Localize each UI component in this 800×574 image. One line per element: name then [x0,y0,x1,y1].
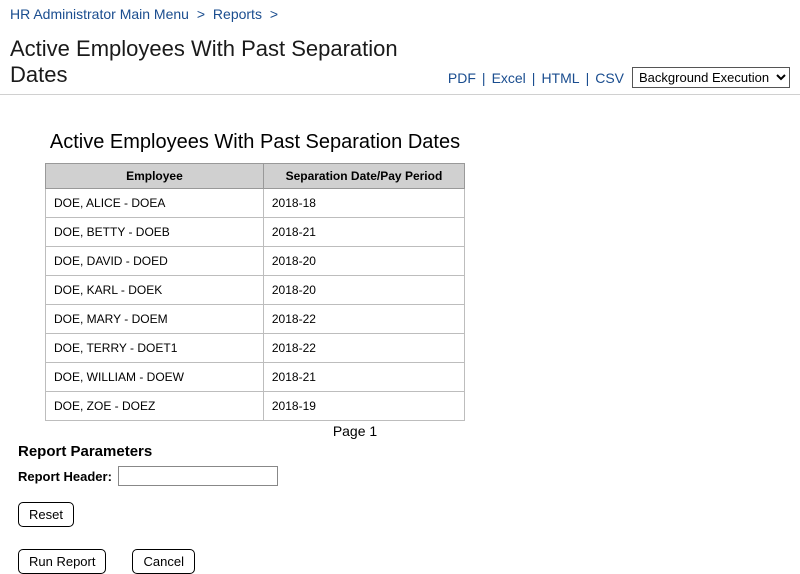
breadcrumb-separator: > [270,6,278,22]
pipe: | [586,70,590,86]
table-cell: 2018-20 [263,276,464,305]
params-heading: Report Parameters [18,443,800,460]
export-pdf-link[interactable]: PDF [448,70,476,86]
table-cell: 2018-18 [263,189,464,218]
report-area: Active Employees With Past Separation Da… [45,130,465,439]
cancel-button[interactable]: Cancel [132,549,194,574]
export-excel-link[interactable]: Excel [492,70,526,86]
table-cell: 2018-20 [263,247,464,276]
table-cell: 2018-22 [263,334,464,363]
table-cell: 2018-22 [263,305,464,334]
table-cell: DOE, KARL - DOEK [46,276,264,305]
table-row: DOE, TERRY - DOET12018-22 [46,334,465,363]
table-row: DOE, WILLIAM - DOEW2018-21 [46,363,465,392]
button-row-reset: Reset [18,502,800,527]
export-html-link[interactable]: HTML [541,70,579,86]
pipe: | [482,70,486,86]
table-cell: DOE, BETTY - DOEB [46,218,264,247]
breadcrumb-item-main[interactable]: HR Administrator Main Menu [10,6,189,22]
table-cell: DOE, MARY - DOEM [46,305,264,334]
table-row: DOE, ZOE - DOEZ2018-19 [46,392,465,421]
param-row-header: Report Header: [18,466,800,486]
table-cell: 2018-19 [263,392,464,421]
reset-button[interactable]: Reset [18,502,74,527]
table-cell: 2018-21 [263,218,464,247]
table-row: DOE, MARY - DOEM2018-22 [46,305,465,334]
report-parameters: Report Parameters Report Header: [18,443,800,486]
breadcrumb-separator: > [197,6,205,22]
table-cell: 2018-21 [263,363,464,392]
report-header-input[interactable] [118,466,278,486]
page-indicator: Page 1 [45,423,465,439]
col-separation: Separation Date/Pay Period [263,164,464,189]
report-title: Active Employees With Past Separation Da… [45,130,465,155]
table-cell: DOE, ALICE - DOEA [46,189,264,218]
pipe: | [532,70,536,86]
table-row: DOE, KARL - DOEK2018-20 [46,276,465,305]
table-row: DOE, ALICE - DOEA2018-18 [46,189,465,218]
table-cell: DOE, TERRY - DOET1 [46,334,264,363]
table-cell: DOE, WILLIAM - DOEW [46,363,264,392]
page-title: Active Employees With Past Separation Da… [10,36,448,88]
run-report-button[interactable]: Run Report [18,549,106,574]
button-row-actions: Run Report Cancel [18,549,800,574]
breadcrumb: HR Administrator Main Menu > Reports > [0,0,800,26]
table-cell: DOE, DAVID - DOED [46,247,264,276]
header-row: Active Employees With Past Separation Da… [0,26,800,95]
breadcrumb-item-reports[interactable]: Reports [213,6,262,22]
col-employee: Employee [46,164,264,189]
report-table: Employee Separation Date/Pay Period DOE,… [45,163,465,421]
table-row: DOE, BETTY - DOEB2018-21 [46,218,465,247]
execution-mode-select[interactable]: Background Execution [632,67,790,88]
report-header-label: Report Header: [18,469,112,484]
export-bar: PDF | Excel | HTML | CSV Background Exec… [448,67,790,88]
table-cell: DOE, ZOE - DOEZ [46,392,264,421]
export-csv-link[interactable]: CSV [595,70,624,86]
table-row: DOE, DAVID - DOED2018-20 [46,247,465,276]
table-header-row: Employee Separation Date/Pay Period [46,164,465,189]
